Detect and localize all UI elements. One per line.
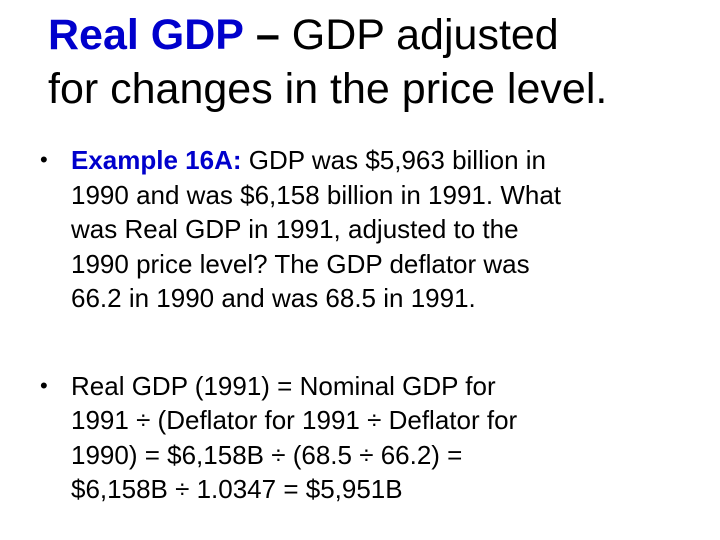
bullet-example: • Example 16A: GDP was $5,963 billion in… — [40, 143, 700, 316]
bullet-example-line-1: Example 16A: GDP was $5,963 billion in — [71, 143, 700, 178]
bullet-example-line-4: 1990 price level? The GDP deflator was — [71, 248, 530, 279]
bullet-solution-line-2: 1991 ÷ (Deflator for 1991 ÷ Deflator for — [71, 405, 518, 435]
slide-title: Real GDP – GDP adjusted for changes in t… — [48, 8, 708, 116]
bullet-marker: • — [40, 147, 48, 172]
title-line-1: Real GDP – GDP adjusted — [48, 8, 708, 62]
bullet-solution: • Real GDP (1991) = Nominal GDP for 1991… — [40, 369, 700, 507]
bullet-marker: • — [40, 372, 48, 398]
title-line-1-rest: GDP adjusted — [291, 11, 559, 59]
bullet-solution-line-3: 1990) = $6,158B ÷ (68.5 ÷ 66.2) = — [71, 439, 463, 470]
title-term: Real GDP — [48, 11, 244, 59]
bullet-list: • Example 16A: GDP was $5,963 billion in… — [40, 143, 700, 507]
bullet-example-line-5: 66.2 in 1990 and was 68.5 in 1991. — [71, 283, 476, 313]
bullet-example-line-3: was Real GDP in 1991, adjusted to the — [71, 214, 519, 244]
example-label: Example 16A: — [71, 145, 242, 175]
bullet-example-line-1-text: GDP was $5,963 billion in — [248, 145, 547, 175]
title-line-2: for changes in the price level. — [48, 65, 608, 113]
title-dash: – — [255, 11, 280, 59]
bullet-solution-line-1: Real GDP (1991) = Nominal GDP for — [71, 370, 496, 401]
bullet-example-line-2: 1990 and was $6,158 billion in 1991. Wha… — [71, 179, 562, 210]
bullet-solution-line-4: $6,158B ÷ 1.0347 = $5,951B — [71, 474, 403, 504]
